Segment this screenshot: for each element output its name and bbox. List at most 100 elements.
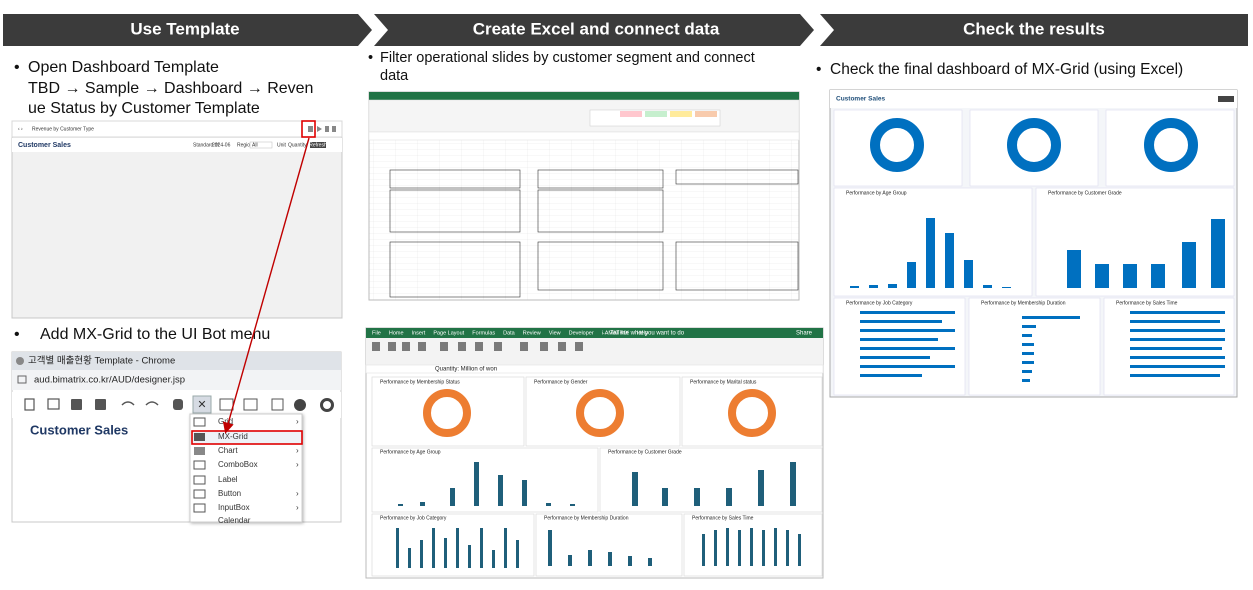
panel-title: Performance by Gender: [534, 379, 588, 385]
column-bar: [860, 347, 955, 350]
column-bar: [1022, 334, 1032, 337]
column-bar: [480, 528, 483, 568]
ribbon-tabs: File Home Insert Page Layout Formulas Data Rev…: [372, 330, 648, 336]
column-bar: [632, 472, 638, 506]
panel: [968, 297, 1101, 396]
column-bar: [450, 488, 455, 506]
combo: [249, 141, 273, 149]
ribbon-tab[interactable]: Help: [637, 330, 648, 336]
bullet-text: data: [380, 68, 409, 84]
menu-item: Label: [218, 475, 238, 484]
column-bar: [1022, 379, 1030, 382]
column-bar: [1002, 287, 1011, 288]
donut: [728, 389, 776, 437]
column-bar: [608, 552, 612, 566]
menu-item: Button: [218, 489, 241, 498]
column-bar: [1130, 356, 1225, 359]
menu-item: Chart: [218, 446, 238, 455]
ribbon-icon: [494, 342, 502, 351]
bullet-text: Check the final dashboard of MX-Grid (us…: [830, 61, 1183, 78]
column-bar: [1211, 219, 1225, 288]
bullet-dot: •: [14, 59, 20, 76]
column-bar: [648, 558, 652, 566]
column-bar: [1022, 361, 1034, 364]
donut: [1144, 118, 1198, 172]
column-bar: [504, 528, 507, 568]
ribbon-tab[interactable]: Review: [523, 330, 541, 336]
donut: [1007, 118, 1061, 172]
panels: [371, 376, 823, 577]
dashboard-title: Customer Sales: [836, 96, 886, 103]
column-bar: [714, 530, 717, 566]
panel-title: Performance by Job Category: [846, 300, 913, 306]
column-bar: [546, 503, 551, 506]
column-bar: [468, 545, 471, 568]
ribbon-tab[interactable]: File: [372, 330, 381, 336]
dashboard-header: [830, 90, 1237, 108]
ribbon-icon: [558, 342, 566, 351]
column-bar: [570, 504, 575, 506]
toolbar-icon: [24, 398, 35, 411]
ribbon-tab[interactable]: i-AMATRIX: [602, 330, 629, 336]
share-button: Share: [796, 331, 813, 337]
ribbon-icon: [475, 342, 483, 351]
ribbon-icon: [372, 342, 380, 351]
panel-title: Performance by Sales Time: [692, 515, 754, 521]
panel: [535, 513, 683, 577]
ribbon-icon: [388, 342, 396, 351]
step-title: Use Template: [130, 19, 239, 38]
column-bar: [786, 530, 789, 566]
screen-title: Customer Sales: [30, 422, 128, 437]
bullet-text: ue Status by Customer Template: [28, 100, 260, 117]
panel-title: Performance by Age Group: [380, 449, 441, 455]
column-bar: [408, 548, 411, 568]
column-bar: [869, 285, 878, 288]
column-bar: [907, 262, 916, 288]
column-bar: [444, 538, 447, 568]
column-bar: [474, 462, 479, 506]
submenu-arrow: ›: [296, 489, 299, 498]
step-title: Create Excel and connect data: [473, 19, 720, 38]
panel: [1103, 297, 1235, 396]
ribbon-tab[interactable]: View: [549, 330, 561, 336]
column-bar: [738, 530, 741, 566]
ribbon-tab[interactable]: Data: [503, 330, 516, 336]
screen-title: Customer Sales: [18, 142, 71, 149]
ribbon-tab[interactable]: Insert: [412, 330, 426, 336]
ribbon-tab[interactable]: Home: [389, 330, 404, 336]
toolbar-icon: [145, 401, 159, 406]
column-bar: [548, 530, 552, 566]
column-bar: [945, 233, 954, 288]
column-bar: [860, 356, 930, 359]
bullet-dot: •: [816, 61, 821, 78]
excel-ribbon: [366, 338, 823, 369]
panel-title: Performance by Job Category: [380, 515, 447, 521]
excel-tabbar: [366, 328, 823, 338]
icon: [308, 126, 313, 132]
column-bar: [1022, 316, 1080, 319]
formula-bar: [365, 364, 824, 374]
panel: [1105, 109, 1235, 187]
filter-value: Quantity: [288, 142, 307, 148]
button: [1218, 96, 1234, 102]
sheet-table: [537, 169, 664, 189]
sheet-tables: [389, 169, 799, 298]
ribbon-tab[interactable]: Formulas: [472, 330, 495, 336]
column-bar: [420, 540, 423, 568]
sheet-table: [389, 169, 521, 189]
ribbon-tab[interactable]: Page Layout: [433, 330, 464, 336]
column-bar: [1130, 311, 1225, 314]
window-bar: [12, 352, 341, 370]
panel-title: Performance by Sales Time: [1116, 300, 1178, 306]
menu-icon: [193, 503, 206, 513]
bullet-dot: •: [368, 50, 373, 66]
style-cell: [620, 111, 642, 117]
menu-highlight: [191, 430, 303, 445]
menu-icon: [194, 447, 205, 455]
menu-item: MX-Grid: [218, 432, 248, 441]
url-bar: [12, 370, 341, 390]
menu-item: Calendar: [218, 516, 251, 525]
formula-text: Quantity: Million of won: [435, 367, 497, 373]
ribbon-tab[interactable]: Developer: [569, 330, 594, 336]
column-bar: [1130, 329, 1225, 332]
